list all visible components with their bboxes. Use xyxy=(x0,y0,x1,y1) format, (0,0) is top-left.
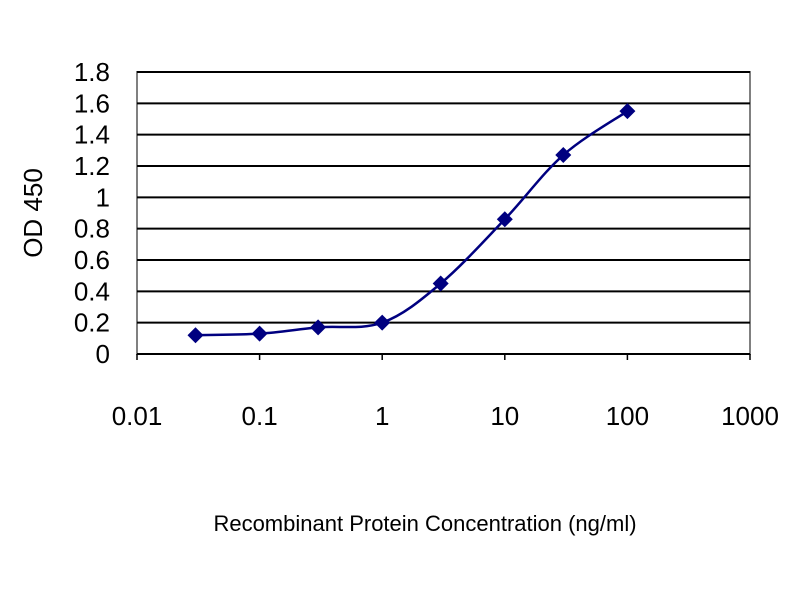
x-tick-label-4: 100 xyxy=(606,401,649,431)
data-point-7 xyxy=(619,103,636,120)
y-tick-label-1: 0.2 xyxy=(74,308,110,338)
y-tick-label-5: 1 xyxy=(96,182,110,212)
series-line-0 xyxy=(195,110,629,337)
y-tick-label-9: 1.8 xyxy=(74,57,110,87)
y-tick-label-3: 0.6 xyxy=(74,245,110,275)
y-tick-label-7: 1.4 xyxy=(74,120,110,150)
data-point-6 xyxy=(555,147,572,164)
series-layer xyxy=(187,103,636,344)
data-point-1 xyxy=(251,325,268,342)
gridlines xyxy=(137,71,750,355)
x-tick-label-1: 0.1 xyxy=(242,401,278,431)
x-tick-label-5: 1000 xyxy=(721,401,779,431)
y-tick-label-6: 1.2 xyxy=(74,151,110,181)
data-point-0 xyxy=(187,327,204,344)
data-point-5 xyxy=(496,211,513,228)
y-tick-label-0: 0 xyxy=(96,339,110,369)
x-axis-title: Recombinant Protein Concentration (ng/ml… xyxy=(213,511,636,536)
x-tick-label-2: 1 xyxy=(375,401,389,431)
x-tick-labels: 0.01 0.1 1 10 100 1000 xyxy=(112,354,779,431)
y-tick-labels: 00.20.40.60.811.21.41.61.8 xyxy=(74,57,110,369)
x-tick-label-0: 0.01 xyxy=(112,401,163,431)
data-point-4 xyxy=(432,275,449,292)
y-axis-title: OD 450 xyxy=(18,168,48,258)
y-tick-label-4: 0.8 xyxy=(74,214,110,244)
data-point-2 xyxy=(310,319,327,336)
data-point-3 xyxy=(374,314,391,331)
x-tick-label-3: 10 xyxy=(490,401,519,431)
y-tick-label-8: 1.6 xyxy=(74,88,110,118)
y-tick-label-2: 0.4 xyxy=(74,276,110,306)
plot-area xyxy=(136,71,751,355)
